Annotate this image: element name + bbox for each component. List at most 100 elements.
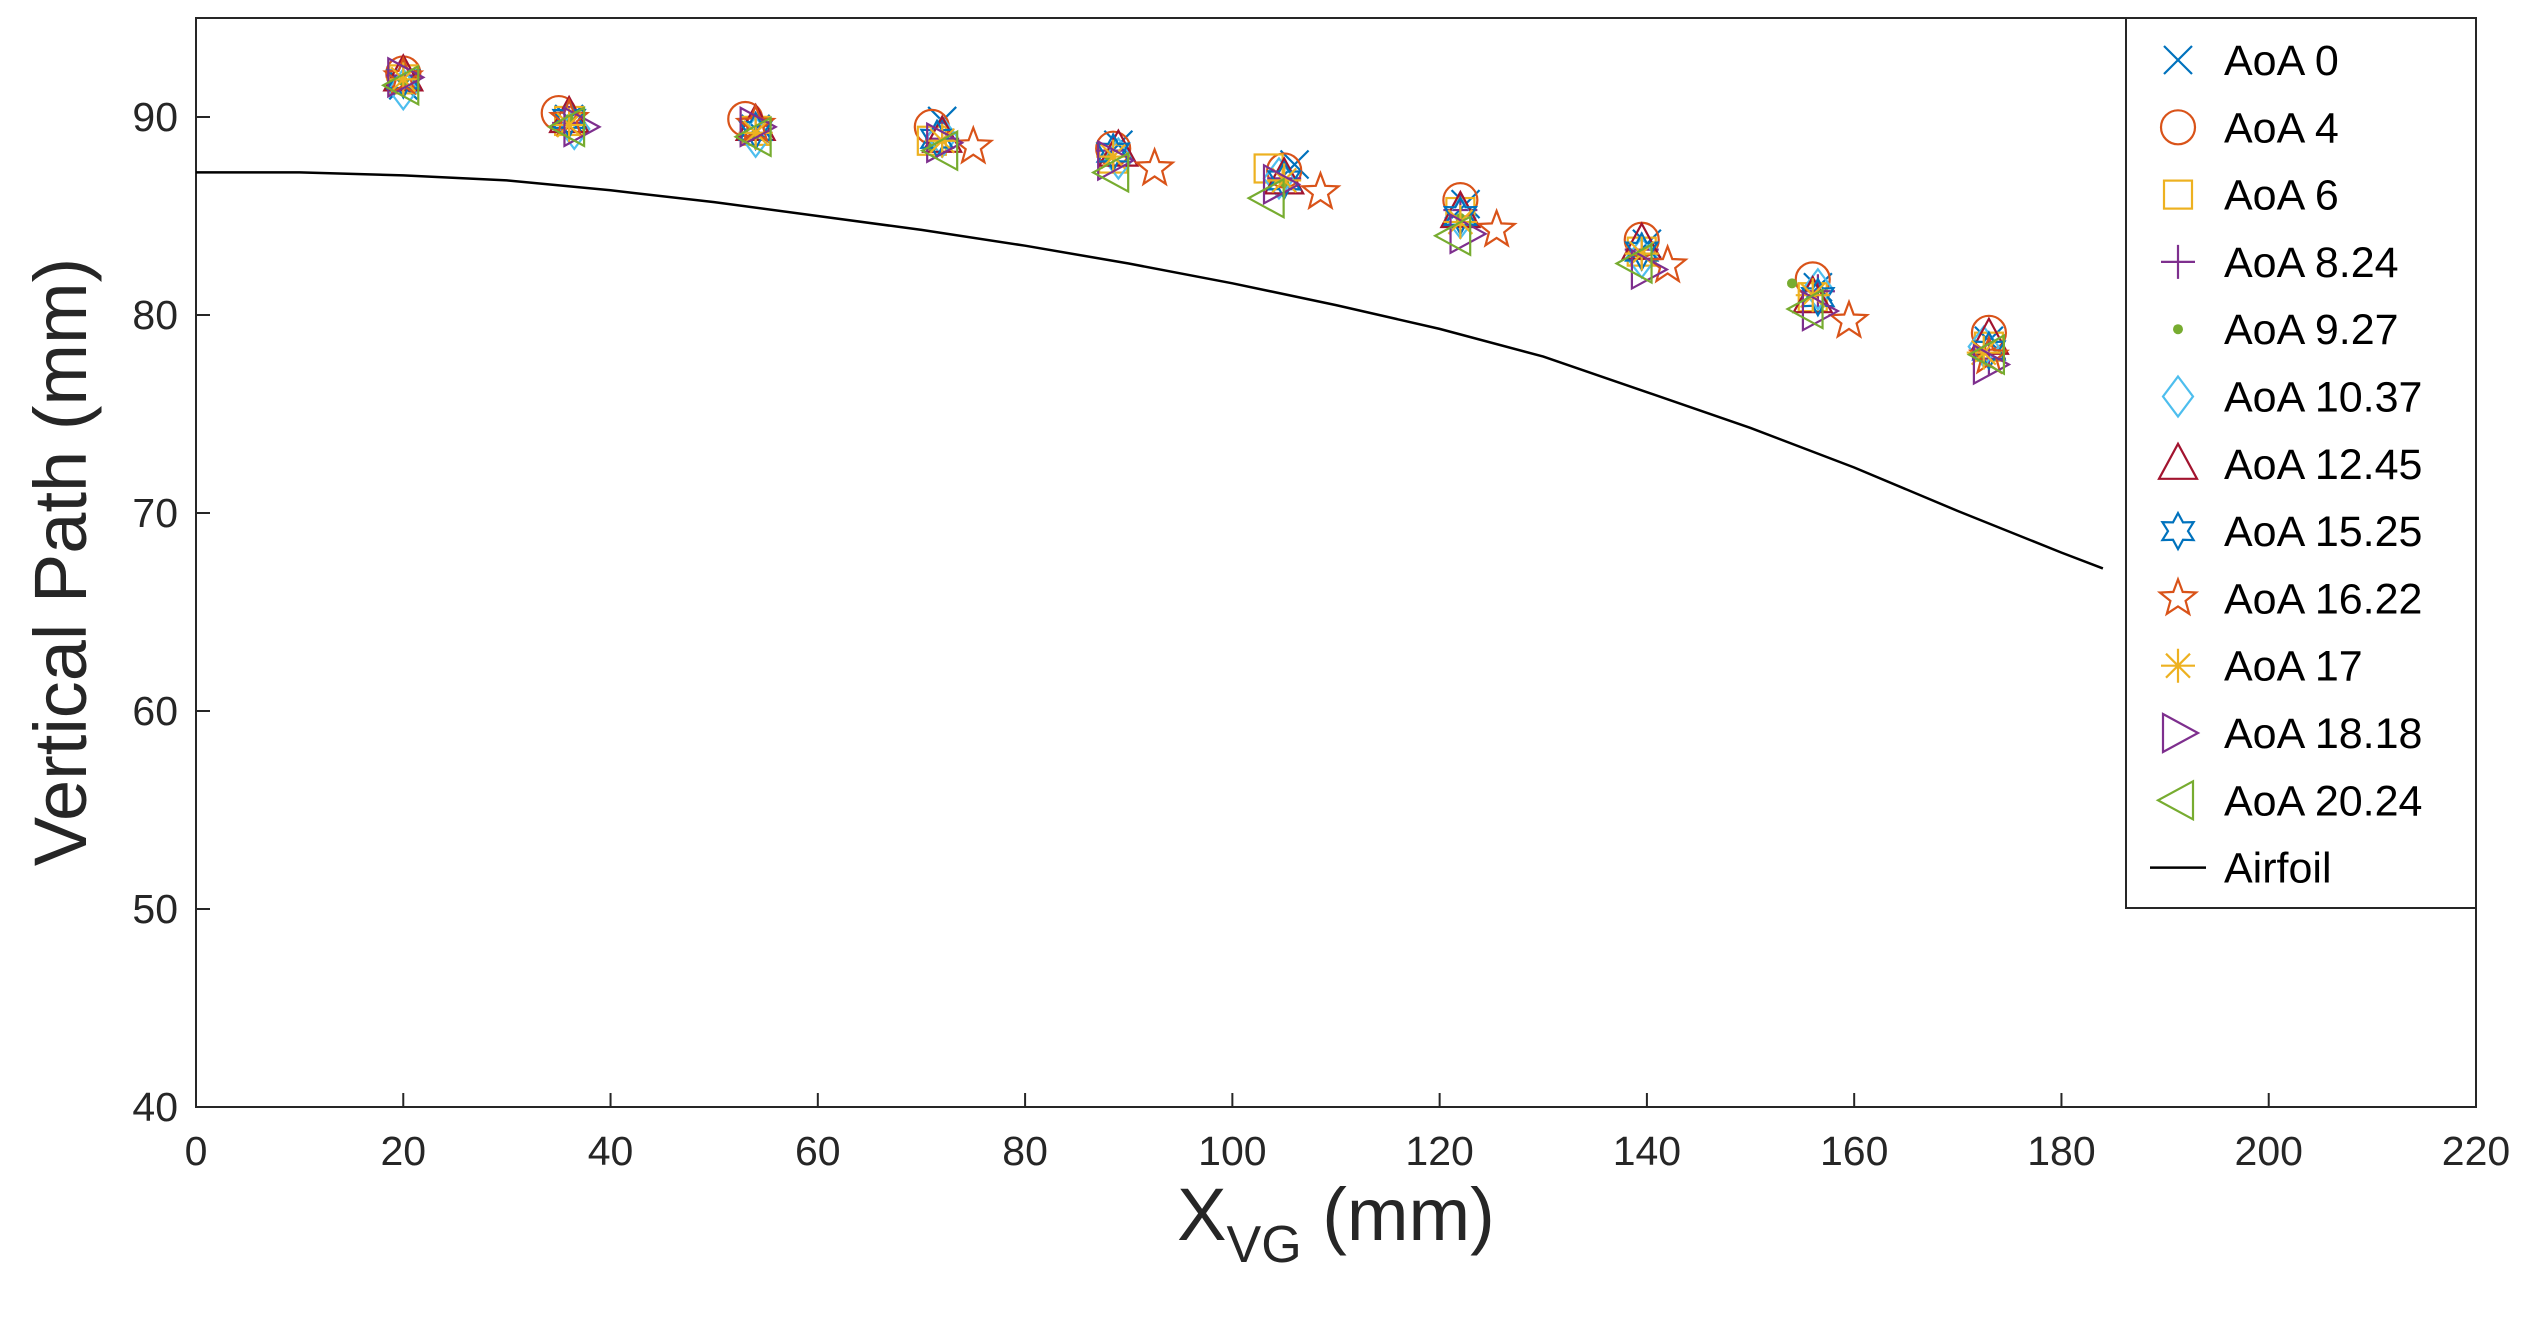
legend-marker	[2161, 374, 2195, 419]
data-point	[733, 115, 772, 158]
x-tick-label: 80	[1002, 1128, 1048, 1174]
legend-label: AoA 6	[2224, 172, 2339, 220]
data-point	[387, 56, 426, 99]
legend-label: AoA 17	[2224, 643, 2363, 691]
data-point	[1972, 343, 2012, 386]
y-tick-label: 70	[132, 490, 178, 536]
x-axis-label-unit: (mm)	[1302, 1173, 1495, 1256]
data-point	[1096, 139, 1131, 174]
legend-label: AoA 12.45	[2224, 441, 2422, 489]
legend-marker	[2155, 779, 2195, 822]
x-axis-label-subscript: VG	[1227, 1216, 1302, 1274]
legend-marker	[2162, 179, 2194, 210]
x-tick-label: 200	[2235, 1128, 2303, 1174]
legend: AoA 0 AoA 4 AoA 6 AoA 8.24 AoA 9.27 AoA 10.37…	[2125, 17, 2477, 909]
legend-marker	[2161, 648, 2195, 683]
data-point	[926, 121, 965, 164]
data-point	[1432, 214, 1472, 257]
legend-label: AoA 4	[2224, 104, 2339, 152]
data-point	[1246, 177, 1285, 220]
y-axis: 40 50 60 70 80 90	[132, 94, 210, 1130]
x-tick-label: 20	[380, 1128, 426, 1174]
y-axis-label: Vertical Path (mm)	[19, 258, 102, 867]
legend-marker	[2159, 109, 2197, 146]
data-point	[1449, 212, 1488, 255]
data-point	[739, 106, 778, 148]
data-point	[1966, 333, 2006, 376]
legend-entry: AoA 17	[2161, 643, 2363, 691]
legend-entry: AoA 12.45	[2157, 441, 2422, 489]
legend-entry: AoA 0	[2163, 37, 2339, 85]
legend-entry: AoA 15.25	[2160, 508, 2422, 556]
x-tick-label: 40	[588, 1128, 634, 1174]
x-axis-label-main: X	[1177, 1173, 1226, 1256]
plot-area	[195, 17, 2477, 1108]
legend-entry: AoA 10.37	[2161, 374, 2422, 422]
data-point	[546, 106, 586, 148]
legend-label: AoA 15.25	[2224, 508, 2422, 556]
legend-label: AoA 0	[2224, 37, 2339, 85]
x-tick-label: 100	[1198, 1128, 1266, 1174]
data-point	[1299, 170, 1342, 211]
legend-label: AoA 16.22	[2224, 575, 2422, 623]
legend-label: AoA 10.37	[2224, 374, 2422, 422]
data-point	[1475, 207, 1518, 248]
x-tick-label: 220	[2442, 1128, 2510, 1174]
data-point	[1614, 242, 1653, 285]
legend-box	[2125, 17, 2477, 909]
y-tick-label: 60	[132, 688, 178, 734]
x-tick-label: 120	[1405, 1128, 1473, 1174]
legend-entry: AoA 8.24	[2161, 239, 2399, 287]
legend-label: AoA 9.27	[2224, 306, 2399, 354]
legend-marker	[2156, 576, 2200, 617]
data-point	[1133, 146, 1176, 187]
data-point	[386, 62, 421, 97]
legend-marker	[2157, 441, 2199, 480]
data-point	[1787, 278, 1797, 289]
data-point	[1966, 335, 2001, 370]
data-point	[380, 64, 420, 107]
airfoil-layer	[196, 171, 2104, 570]
legend-label: Airfoil	[2224, 845, 2332, 893]
data-point	[552, 107, 587, 142]
data-point	[1827, 298, 1871, 339]
marker-layer	[380, 53, 2012, 386]
legend-entry: AoA 9.27	[2173, 306, 2399, 354]
data-point	[919, 129, 959, 172]
data-point	[563, 106, 602, 148]
data-point	[1800, 276, 1836, 318]
data-point	[1090, 151, 1130, 194]
legend-marker	[2161, 712, 2201, 754]
legend-entry: AoA 18.18	[2161, 710, 2422, 758]
x-tick-label: 140	[1613, 1128, 1681, 1174]
data-point	[1801, 267, 1835, 312]
legend-entry: AoA 6	[2162, 172, 2339, 220]
legend-marker	[2163, 45, 2193, 75]
data-point	[1097, 139, 1136, 182]
x-tick-label: 180	[2027, 1128, 2095, 1174]
x-axis: 0 20 40 60 80 100 120 140 160 180 200 220	[185, 1093, 2510, 1174]
legend-label: AoA 8.24	[2224, 239, 2399, 287]
legend-entry: AoA 20.24	[2155, 777, 2422, 825]
data-point	[1801, 290, 1841, 332]
data-point	[1630, 248, 1670, 291]
legend-label: AoA 18.18	[2224, 710, 2422, 758]
x-tick-label: 60	[795, 1128, 841, 1174]
legend-label: AoA 20.24	[2224, 777, 2422, 825]
x-tick-label: 160	[1820, 1128, 1888, 1174]
x-axis-label: XVG (mm)	[1177, 1173, 1495, 1274]
legend-marker	[2161, 244, 2195, 279]
data-point	[738, 115, 773, 150]
x-tick-label: 0	[185, 1128, 208, 1174]
legend-marker	[2160, 510, 2196, 552]
legend-marker	[2173, 324, 2183, 335]
legend-entry: AoA 16.22	[2156, 575, 2422, 623]
y-tick-label: 90	[132, 94, 178, 140]
airfoil-line	[196, 171, 2104, 570]
y-tick-label: 50	[132, 886, 178, 932]
y-tick-label: 40	[132, 1084, 178, 1130]
data-point	[1253, 153, 1284, 184]
data-point	[1262, 163, 1302, 206]
data-point	[1624, 236, 1659, 271]
